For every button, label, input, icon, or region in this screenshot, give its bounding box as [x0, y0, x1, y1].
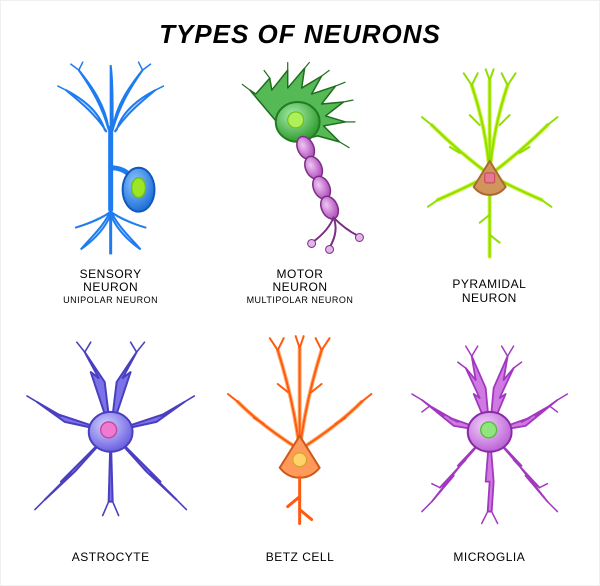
sensory-label: SENSORY NEURON UNIPOLAR NEURON — [63, 264, 158, 306]
cell-sensory-neuron: SENSORY NEURON UNIPOLAR NEURON — [21, 56, 200, 306]
label-line: NEURON — [63, 281, 158, 295]
label-line: NEURON — [247, 281, 354, 295]
cell-betz: BETZ CELL — [210, 316, 389, 566]
label-line: ASTROCYTE — [72, 551, 150, 565]
betz-label: BETZ CELL — [266, 547, 335, 565]
label-line: PYRAMIDAL — [452, 278, 526, 292]
neuron-grid: SENSORY NEURON UNIPOLAR NEURON — [21, 56, 579, 565]
pyramidal-neuron-icon — [400, 56, 579, 274]
cell-astrocyte: ASTROCYTE — [21, 316, 200, 566]
pyramidal-label: PYRAMIDAL NEURON — [452, 274, 526, 306]
sensory-neuron-icon — [21, 56, 200, 264]
label-line: BETZ CELL — [266, 551, 335, 565]
label-line: NEURON — [452, 292, 526, 306]
label-subline: UNIPOLAR NEURON — [63, 295, 158, 305]
label-line: MICROGLIA — [453, 551, 525, 565]
cell-motor-neuron: MOTOR NEURON MULTIPOLAR NEURON — [210, 56, 389, 306]
betz-cell-icon — [210, 316, 389, 548]
motor-label: MOTOR NEURON MULTIPOLAR NEURON — [247, 264, 354, 306]
label-subline: MULTIPOLAR NEURON — [247, 295, 354, 305]
infographic-page: TYPES OF NEURONS — [0, 0, 600, 586]
astrocyte-icon — [21, 316, 200, 548]
cell-microglia: MICROGLIA — [400, 316, 579, 566]
label-line: MOTOR — [247, 268, 354, 282]
astrocyte-label: ASTROCYTE — [72, 547, 150, 565]
motor-neuron-icon — [210, 56, 389, 264]
cell-pyramidal-neuron: PYRAMIDAL NEURON — [400, 56, 579, 306]
microglia-icon — [400, 316, 579, 548]
microglia-label: MICROGLIA — [453, 547, 525, 565]
label-line: SENSORY — [63, 268, 158, 282]
page-title: TYPES OF NEURONS — [159, 19, 441, 50]
